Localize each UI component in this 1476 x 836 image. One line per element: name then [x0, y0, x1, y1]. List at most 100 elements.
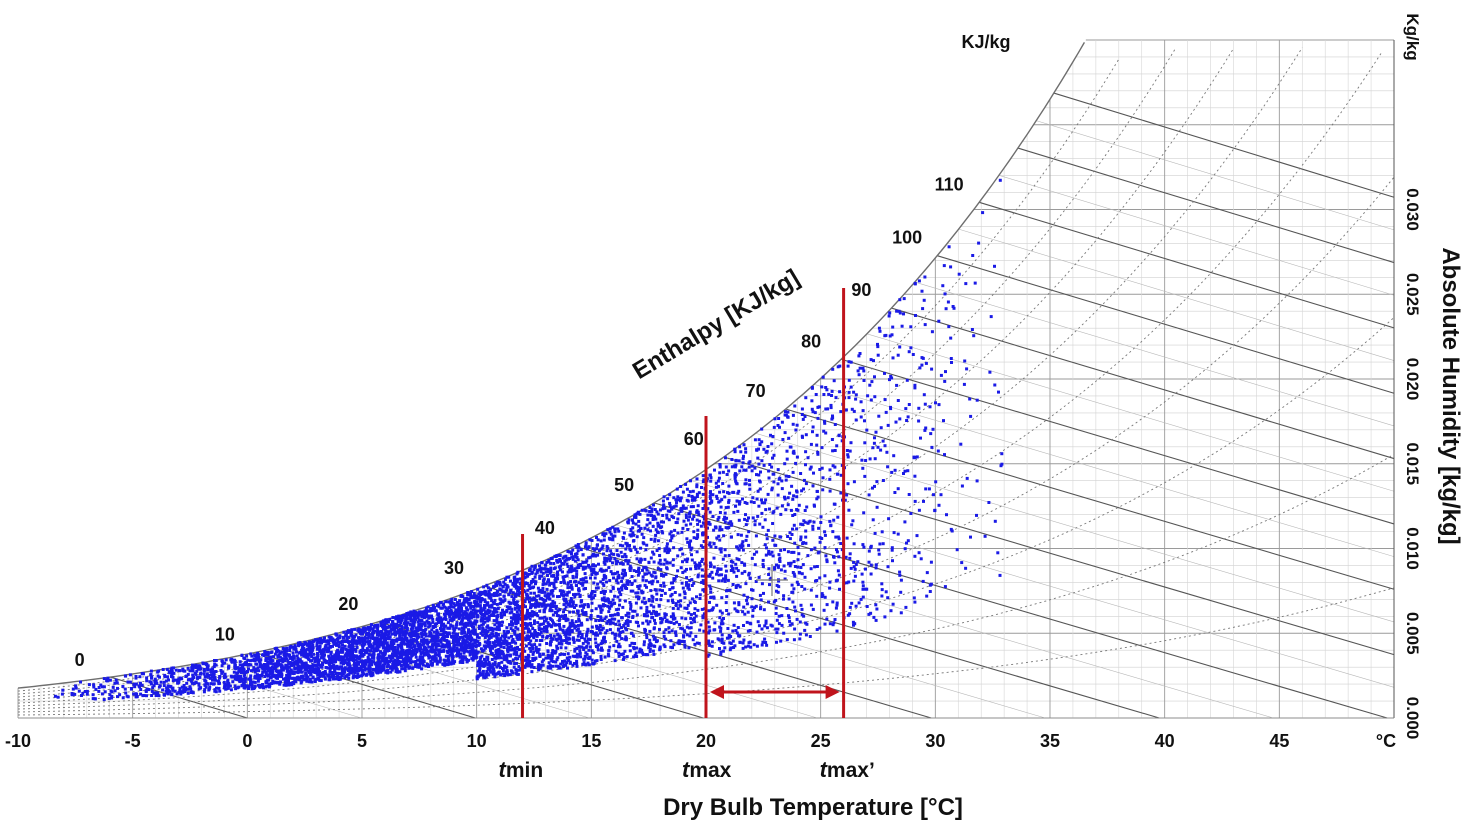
- data-point: [757, 505, 760, 508]
- data-point: [451, 636, 454, 639]
- data-point: [574, 625, 577, 628]
- data-point: [411, 667, 414, 670]
- data-point: [564, 646, 567, 649]
- data-point: [334, 639, 337, 642]
- data-point: [666, 567, 669, 570]
- data-point: [821, 446, 824, 449]
- data-point: [760, 459, 763, 462]
- data-point: [292, 655, 295, 658]
- data-point: [897, 487, 900, 490]
- data-point: [760, 428, 763, 431]
- data-point: [661, 589, 664, 592]
- data-point: [409, 623, 412, 626]
- data-point: [684, 483, 687, 486]
- data-point: [613, 602, 616, 605]
- data-point: [467, 591, 470, 594]
- data-point: [777, 564, 780, 567]
- data-point: [767, 529, 770, 532]
- data-point: [893, 491, 896, 494]
- data-point: [718, 477, 721, 480]
- data-point: [900, 611, 903, 614]
- data-point: [725, 466, 728, 469]
- enthalpy-line: [531, 567, 1045, 718]
- data-point: [595, 547, 598, 550]
- data-point: [690, 553, 693, 556]
- data-point: [643, 527, 646, 530]
- data-point: [220, 672, 223, 675]
- data-point: [372, 668, 375, 671]
- data-point: [725, 570, 728, 573]
- data-point: [718, 491, 721, 494]
- data-point: [669, 504, 672, 507]
- data-point: [199, 672, 202, 675]
- data-point: [206, 668, 209, 671]
- data-point: [637, 530, 640, 533]
- data-point: [650, 616, 653, 619]
- data-point: [592, 547, 595, 550]
- data-point: [929, 590, 932, 593]
- data-point: [708, 653, 711, 656]
- data-point: [594, 555, 597, 558]
- data-point: [987, 501, 990, 504]
- data-point: [815, 444, 818, 447]
- data-point: [831, 600, 834, 603]
- data-point: [877, 549, 880, 552]
- data-point: [430, 640, 433, 643]
- data-point: [828, 478, 831, 481]
- data-point: [964, 282, 967, 285]
- data-point: [508, 660, 511, 663]
- data-point: [710, 476, 713, 479]
- data-point: [649, 650, 652, 653]
- data-point: [203, 688, 206, 691]
- data-point: [558, 619, 561, 622]
- data-point: [485, 584, 488, 587]
- data-point: [789, 624, 792, 627]
- data-point: [816, 565, 819, 568]
- data-point: [627, 615, 630, 618]
- data-point: [556, 658, 559, 661]
- data-point: [336, 644, 339, 647]
- data-point: [511, 622, 514, 625]
- data-point: [838, 574, 841, 577]
- data-point: [747, 630, 750, 633]
- data-point: [675, 501, 678, 504]
- data-point: [296, 663, 299, 666]
- enthalpy-line: [867, 334, 1394, 491]
- data-point: [801, 608, 804, 611]
- data-point: [674, 591, 677, 594]
- data-point: [921, 307, 924, 310]
- data-point: [836, 516, 839, 519]
- data-point: [595, 607, 598, 610]
- data-point: [637, 511, 640, 514]
- data-point: [697, 504, 700, 507]
- data-point: [611, 538, 614, 541]
- data-point: [562, 625, 565, 628]
- data-point: [904, 547, 907, 550]
- data-point: [579, 605, 582, 608]
- data-point: [625, 637, 628, 640]
- data-point: [631, 518, 634, 521]
- data-point: [655, 598, 658, 601]
- data-point: [582, 606, 585, 609]
- data-point: [590, 614, 593, 617]
- data-point: [198, 682, 201, 685]
- data-point: [470, 590, 473, 593]
- data-point: [538, 617, 541, 620]
- data-point: [645, 579, 648, 582]
- data-point: [807, 522, 810, 525]
- data-point: [528, 573, 531, 576]
- data-point: [922, 500, 925, 503]
- data-point: [585, 633, 588, 636]
- data-point: [667, 626, 670, 629]
- data-point: [599, 632, 602, 635]
- data-point: [976, 399, 979, 402]
- data-point: [536, 569, 539, 572]
- data-point: [924, 323, 927, 326]
- data-point: [834, 449, 837, 452]
- data-point: [500, 638, 503, 641]
- data-point: [671, 629, 674, 632]
- data-point: [752, 609, 755, 612]
- data-point: [664, 638, 667, 641]
- data-point: [876, 345, 879, 348]
- data-point: [868, 384, 871, 387]
